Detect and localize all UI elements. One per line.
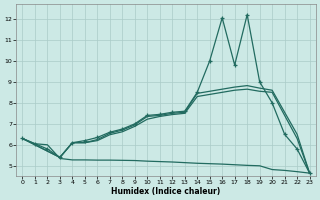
X-axis label: Humidex (Indice chaleur): Humidex (Indice chaleur) xyxy=(111,187,221,196)
